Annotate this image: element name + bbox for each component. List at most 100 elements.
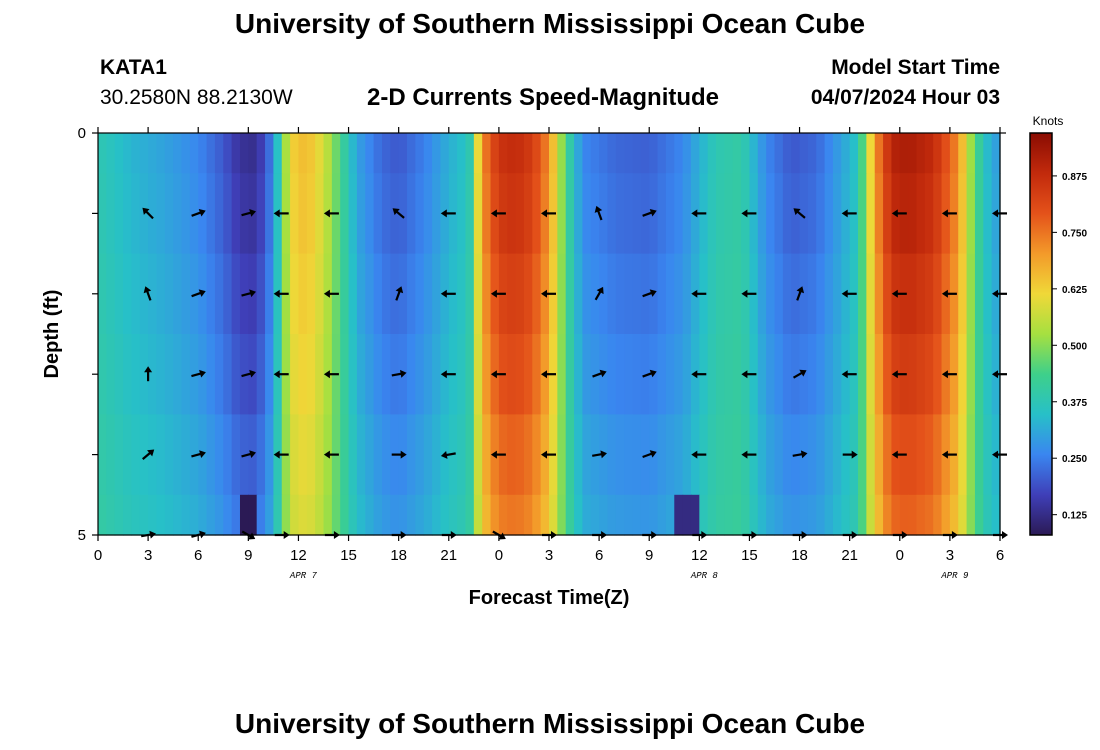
current-arrow: [941, 209, 957, 218]
heatmap-cell: [373, 133, 383, 174]
heatmap-cell: [448, 133, 458, 174]
heatmap-cell: [933, 173, 943, 255]
heatmap-cell: [665, 414, 675, 496]
x-tick-label: 3: [545, 547, 553, 564]
heatmap-cell: [298, 253, 308, 335]
heatmap-cell: [574, 494, 584, 536]
heatmap-cell: [98, 133, 107, 174]
model-start-value: 04/07/2024 Hour 03: [810, 86, 1000, 109]
current-arrow: [594, 286, 604, 301]
heatmap-cell: [590, 494, 600, 536]
arrow-head: [851, 450, 858, 459]
current-arrow: [842, 450, 858, 459]
heatmap-cell: [139, 133, 149, 174]
arrow-head: [793, 208, 801, 216]
heatmap-cell: [173, 173, 183, 255]
heatmap-cell: [273, 494, 283, 536]
heatmap-cell: [381, 133, 391, 174]
colorbar-fill: [1029, 132, 1053, 536]
current-arrow: [323, 450, 339, 459]
heatmap-cell: [657, 334, 667, 415]
heatmap-cell: [181, 494, 191, 536]
heatmap-cell: [732, 253, 742, 335]
heatmap-cell: [632, 494, 642, 536]
heatmap-cell: [173, 334, 183, 415]
heatmap-cell: [557, 334, 567, 415]
heatmap-cell: [465, 253, 475, 335]
heatmap-cell: [949, 133, 959, 174]
heatmap-cell: [983, 253, 993, 335]
heatmap-cell: [732, 133, 742, 174]
heatmap-cell: [106, 253, 116, 335]
heatmap-cell: [340, 173, 350, 255]
heatmap-cell: [448, 494, 458, 536]
arrow-head: [199, 450, 206, 458]
heatmap-cell: [774, 173, 784, 255]
heatmap-cell: [624, 334, 634, 415]
heatmap-cell: [924, 414, 934, 496]
heatmap-cell: [690, 494, 700, 536]
heatmap-cell: [231, 173, 241, 255]
heatmap-cell: [816, 173, 826, 255]
current-arrow: [691, 209, 707, 218]
heatmap-cell: [574, 133, 584, 174]
heatmap-cell: [657, 133, 667, 174]
heatmap-cell: [757, 334, 767, 415]
heatmap-cell: [682, 253, 692, 335]
heatmap-cell: [156, 173, 166, 255]
heatmap-cell: [465, 173, 475, 255]
heatmap-cell: [766, 133, 776, 174]
heatmap-cell: [114, 253, 124, 335]
heatmap-cell: [507, 173, 517, 255]
heatmap-cell: [189, 133, 199, 174]
heatmap-cell: [799, 133, 809, 174]
heatmap-cell: [908, 173, 918, 255]
heatmap-cell: [791, 334, 801, 415]
heatmap-cell: [799, 173, 809, 255]
heatmap-cell: [832, 414, 842, 496]
heatmap-cell: [507, 494, 517, 536]
heatmap-cell: [632, 133, 642, 174]
heatmap-cell: [465, 133, 475, 174]
arrow-head: [992, 209, 998, 218]
heatmap-cell: [707, 334, 717, 415]
heatmap-cell: [757, 253, 767, 335]
heatmap-cell: [457, 414, 467, 496]
current-arrow: [941, 289, 957, 298]
heatmap-cell: [206, 494, 216, 536]
heatmap-cell: [340, 414, 350, 496]
heatmap-cell: [206, 133, 216, 174]
heatmap-cell: [849, 133, 859, 174]
heatmap-cell: [181, 253, 191, 335]
heatmap-cell: [473, 253, 483, 335]
heatmap-cell: [966, 133, 976, 174]
heatmap-cell: [774, 334, 784, 415]
heatmap-cell: [682, 133, 692, 174]
heatmap-cell: [858, 253, 867, 335]
heatmap-cell: [724, 334, 734, 415]
heatmap-cell: [607, 133, 617, 174]
arrow-head: [249, 209, 257, 217]
heatmap-cell: [908, 133, 918, 174]
current-arrow: [323, 289, 339, 298]
heatmap-cell: [983, 133, 993, 174]
heatmap-cell: [766, 173, 776, 255]
current-arrow: [440, 370, 456, 379]
heatmap-cell: [974, 133, 984, 174]
arrow-head: [691, 209, 698, 218]
heatmap-cell: [407, 494, 416, 536]
heatmap-cell: [607, 334, 617, 415]
heatmap-cell: [131, 173, 141, 255]
heatmap-cell: [356, 414, 366, 496]
heatmap-cell: [306, 253, 316, 335]
arrow-head: [596, 286, 604, 295]
x-tick-label: 6: [595, 547, 603, 564]
heatmap-cell: [908, 253, 918, 335]
heatmap-cell: [665, 253, 675, 335]
heatmap-cell: [707, 494, 717, 536]
heatmap-cell: [356, 494, 366, 536]
heatmap-cell: [807, 334, 817, 415]
heatmap-cell: [866, 173, 876, 255]
heatmap-cell: [632, 173, 642, 255]
heatmap-cell: [883, 173, 893, 255]
